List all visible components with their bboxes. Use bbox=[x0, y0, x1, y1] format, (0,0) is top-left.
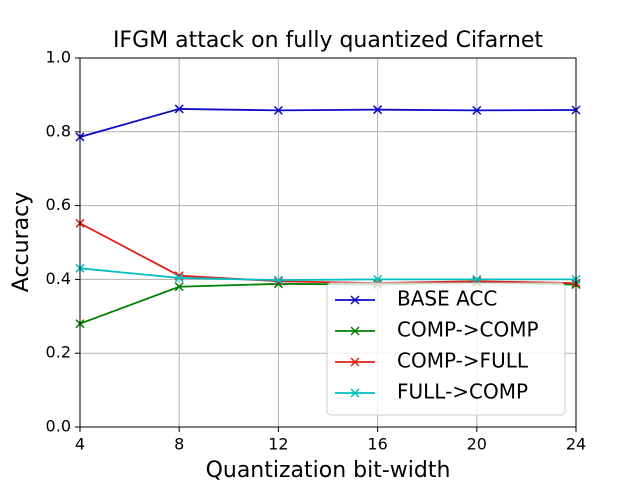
y-tick-label: 0.0 bbox=[46, 417, 71, 436]
x-tick-label: 4 bbox=[75, 435, 85, 454]
marker bbox=[472, 105, 482, 115]
legend-label: FULL->COMP bbox=[397, 380, 528, 404]
x-tick-label: 8 bbox=[174, 435, 184, 454]
series-line bbox=[79, 222, 577, 284]
marker bbox=[472, 274, 482, 284]
legend-label: COMP->COMP bbox=[397, 318, 539, 342]
legend-label: COMP->FULL bbox=[397, 349, 529, 373]
legend-marker bbox=[350, 295, 360, 305]
marker bbox=[373, 274, 383, 284]
y-tick-label: 0.4 bbox=[46, 269, 71, 288]
marker bbox=[174, 273, 184, 283]
legend: BASE ACC COMP->COMP COMP->FULL FULL->COMP bbox=[326, 282, 566, 416]
legend-marker bbox=[350, 357, 360, 367]
marker bbox=[373, 105, 383, 115]
y-tick-label: 1.0 bbox=[46, 48, 71, 67]
x-axis-label: Quantization bit-width bbox=[206, 458, 451, 480]
chart-title: IFGM attack on fully quantized Cifarnet bbox=[113, 28, 543, 53]
marker bbox=[273, 275, 283, 285]
legend-label: BASE ACC bbox=[397, 287, 497, 311]
y-tick-label: 0.8 bbox=[46, 121, 71, 140]
y-axis-label: Accuracy bbox=[9, 192, 34, 292]
marker bbox=[174, 282, 184, 292]
x-tick-label: 16 bbox=[367, 435, 387, 454]
y-tick-label: 0.2 bbox=[46, 343, 71, 362]
series-line bbox=[79, 108, 577, 138]
legend-marker bbox=[350, 388, 360, 398]
marker bbox=[273, 276, 283, 286]
legend-box bbox=[326, 282, 566, 416]
legend-marker bbox=[350, 326, 360, 336]
x-tick-label: 24 bbox=[566, 435, 586, 454]
x-tick-label: 20 bbox=[467, 435, 487, 454]
y-tick-label: 0.6 bbox=[46, 195, 71, 214]
marker bbox=[174, 104, 184, 114]
series-line bbox=[79, 267, 576, 282]
plot-frame bbox=[79, 57, 577, 428]
marker bbox=[273, 105, 283, 115]
x-tick-label: 12 bbox=[268, 435, 288, 454]
